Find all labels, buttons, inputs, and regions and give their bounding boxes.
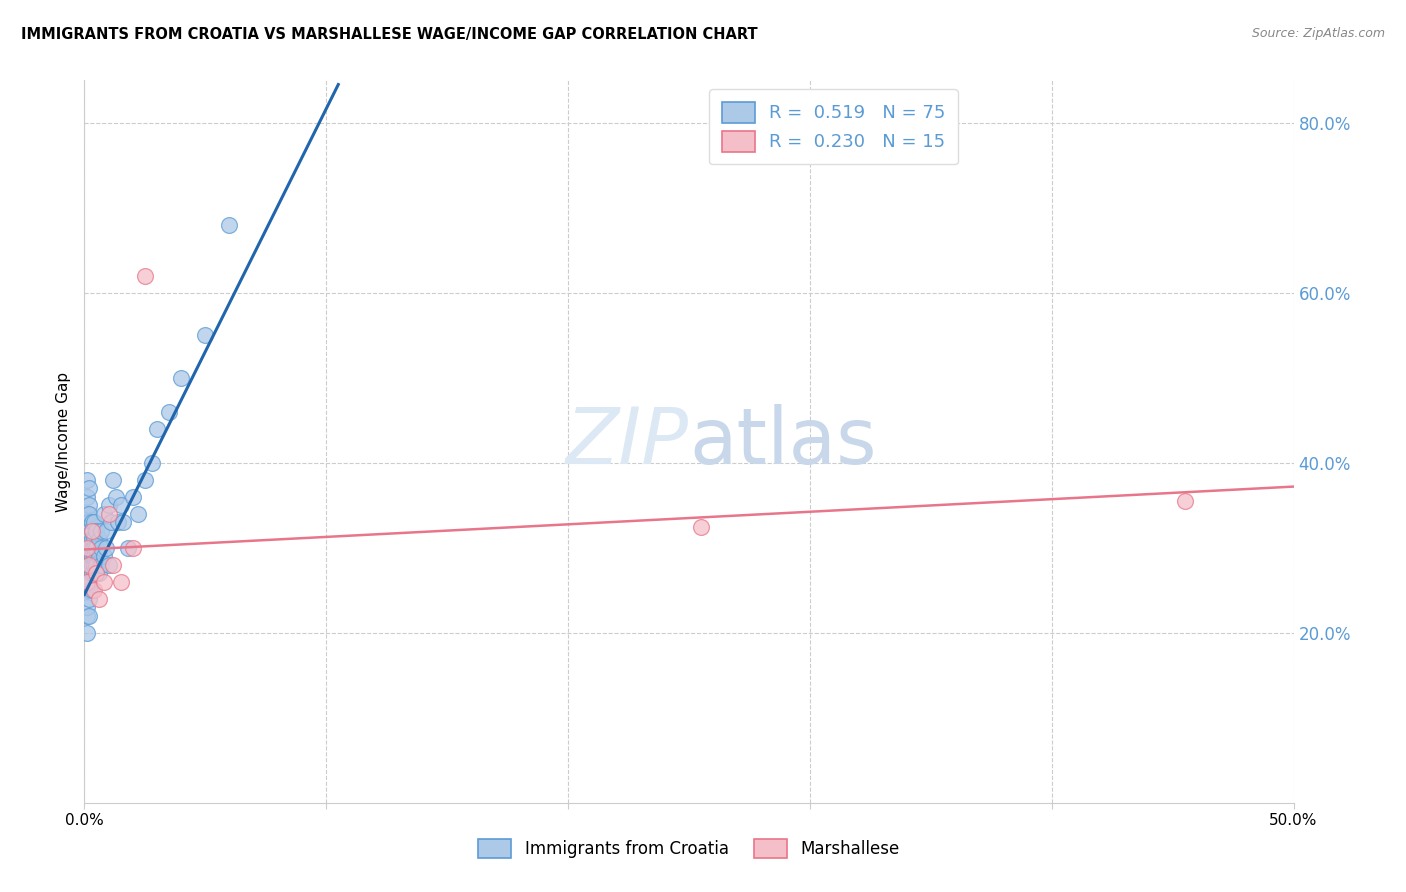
Point [83,516,105,530]
Point [90,524,112,538]
Point [77,574,100,589]
Point [90,558,112,572]
Point [93,549,115,564]
Point [77,507,100,521]
Point [76,507,98,521]
Point [77,558,100,572]
Point [121,541,143,555]
Point [77,566,100,581]
Point [83,549,105,564]
Legend: Immigrants from Croatia, Marshallese: Immigrants from Croatia, Marshallese [470,830,908,867]
Point [194,328,217,343]
Point [76,541,98,555]
Point [103,558,125,572]
Point [76,490,98,504]
Point [690,519,713,533]
Text: atlas: atlas [689,403,876,480]
Point [87,566,110,581]
Point [77,608,100,623]
Point [86,541,108,555]
Point [94,524,117,538]
Point [112,516,135,530]
Point [76,541,98,555]
Point [76,533,98,547]
Point [97,558,120,572]
Point [87,533,110,547]
Point [76,583,98,598]
Point [110,574,132,589]
Point [80,516,103,530]
Point [80,541,103,555]
Point [76,549,98,564]
Point [77,558,100,572]
Point [134,268,156,283]
Point [76,566,98,581]
Text: IMMIGRANTS FROM CROATIA VS MARSHALLESE WAGE/INCOME GAP CORRELATION CHART: IMMIGRANTS FROM CROATIA VS MARSHALLESE W… [21,27,758,42]
Point [80,583,103,598]
Point [80,558,103,572]
Point [76,574,98,589]
Point [86,566,108,581]
Point [103,473,125,487]
Point [157,405,180,419]
Point [80,549,103,564]
Point [83,541,105,555]
Point [94,541,117,555]
Point [83,566,105,581]
Point [86,558,108,572]
Point [93,507,115,521]
Point [76,473,98,487]
Point [117,541,139,555]
Point [77,498,100,512]
Point [77,591,100,606]
Point [80,533,103,547]
Point [87,549,110,564]
Point [77,524,100,538]
Point [76,625,98,640]
Point [170,371,193,385]
Point [83,558,105,572]
Point [121,490,143,504]
Point [100,516,122,530]
Point [86,566,108,581]
Point [77,583,100,598]
Point [86,524,108,538]
Point [1174,494,1197,508]
Point [76,558,98,572]
Point [93,574,115,589]
Point [107,516,129,530]
Text: Source: ZipAtlas.com: Source: ZipAtlas.com [1251,27,1385,40]
Point [77,533,100,547]
Point [77,549,100,564]
Point [80,566,103,581]
Point [77,481,100,495]
Point [83,533,105,547]
Point [127,507,149,521]
Point [141,456,163,470]
Point [83,583,105,598]
Text: ZIP: ZIP [567,403,689,480]
Point [110,498,132,512]
Point [80,524,103,538]
Point [76,516,98,530]
Point [97,498,120,512]
Point [104,490,127,504]
Point [76,608,98,623]
Y-axis label: Wage/Income Gap: Wage/Income Gap [56,371,72,512]
Point [80,524,103,538]
Point [76,524,98,538]
Point [76,600,98,615]
Point [146,422,169,436]
Point [87,591,110,606]
Point [76,574,98,589]
Point [77,541,100,555]
Point [97,507,120,521]
Point [90,541,112,555]
Point [134,473,156,487]
Point [218,218,240,232]
Point [77,516,100,530]
